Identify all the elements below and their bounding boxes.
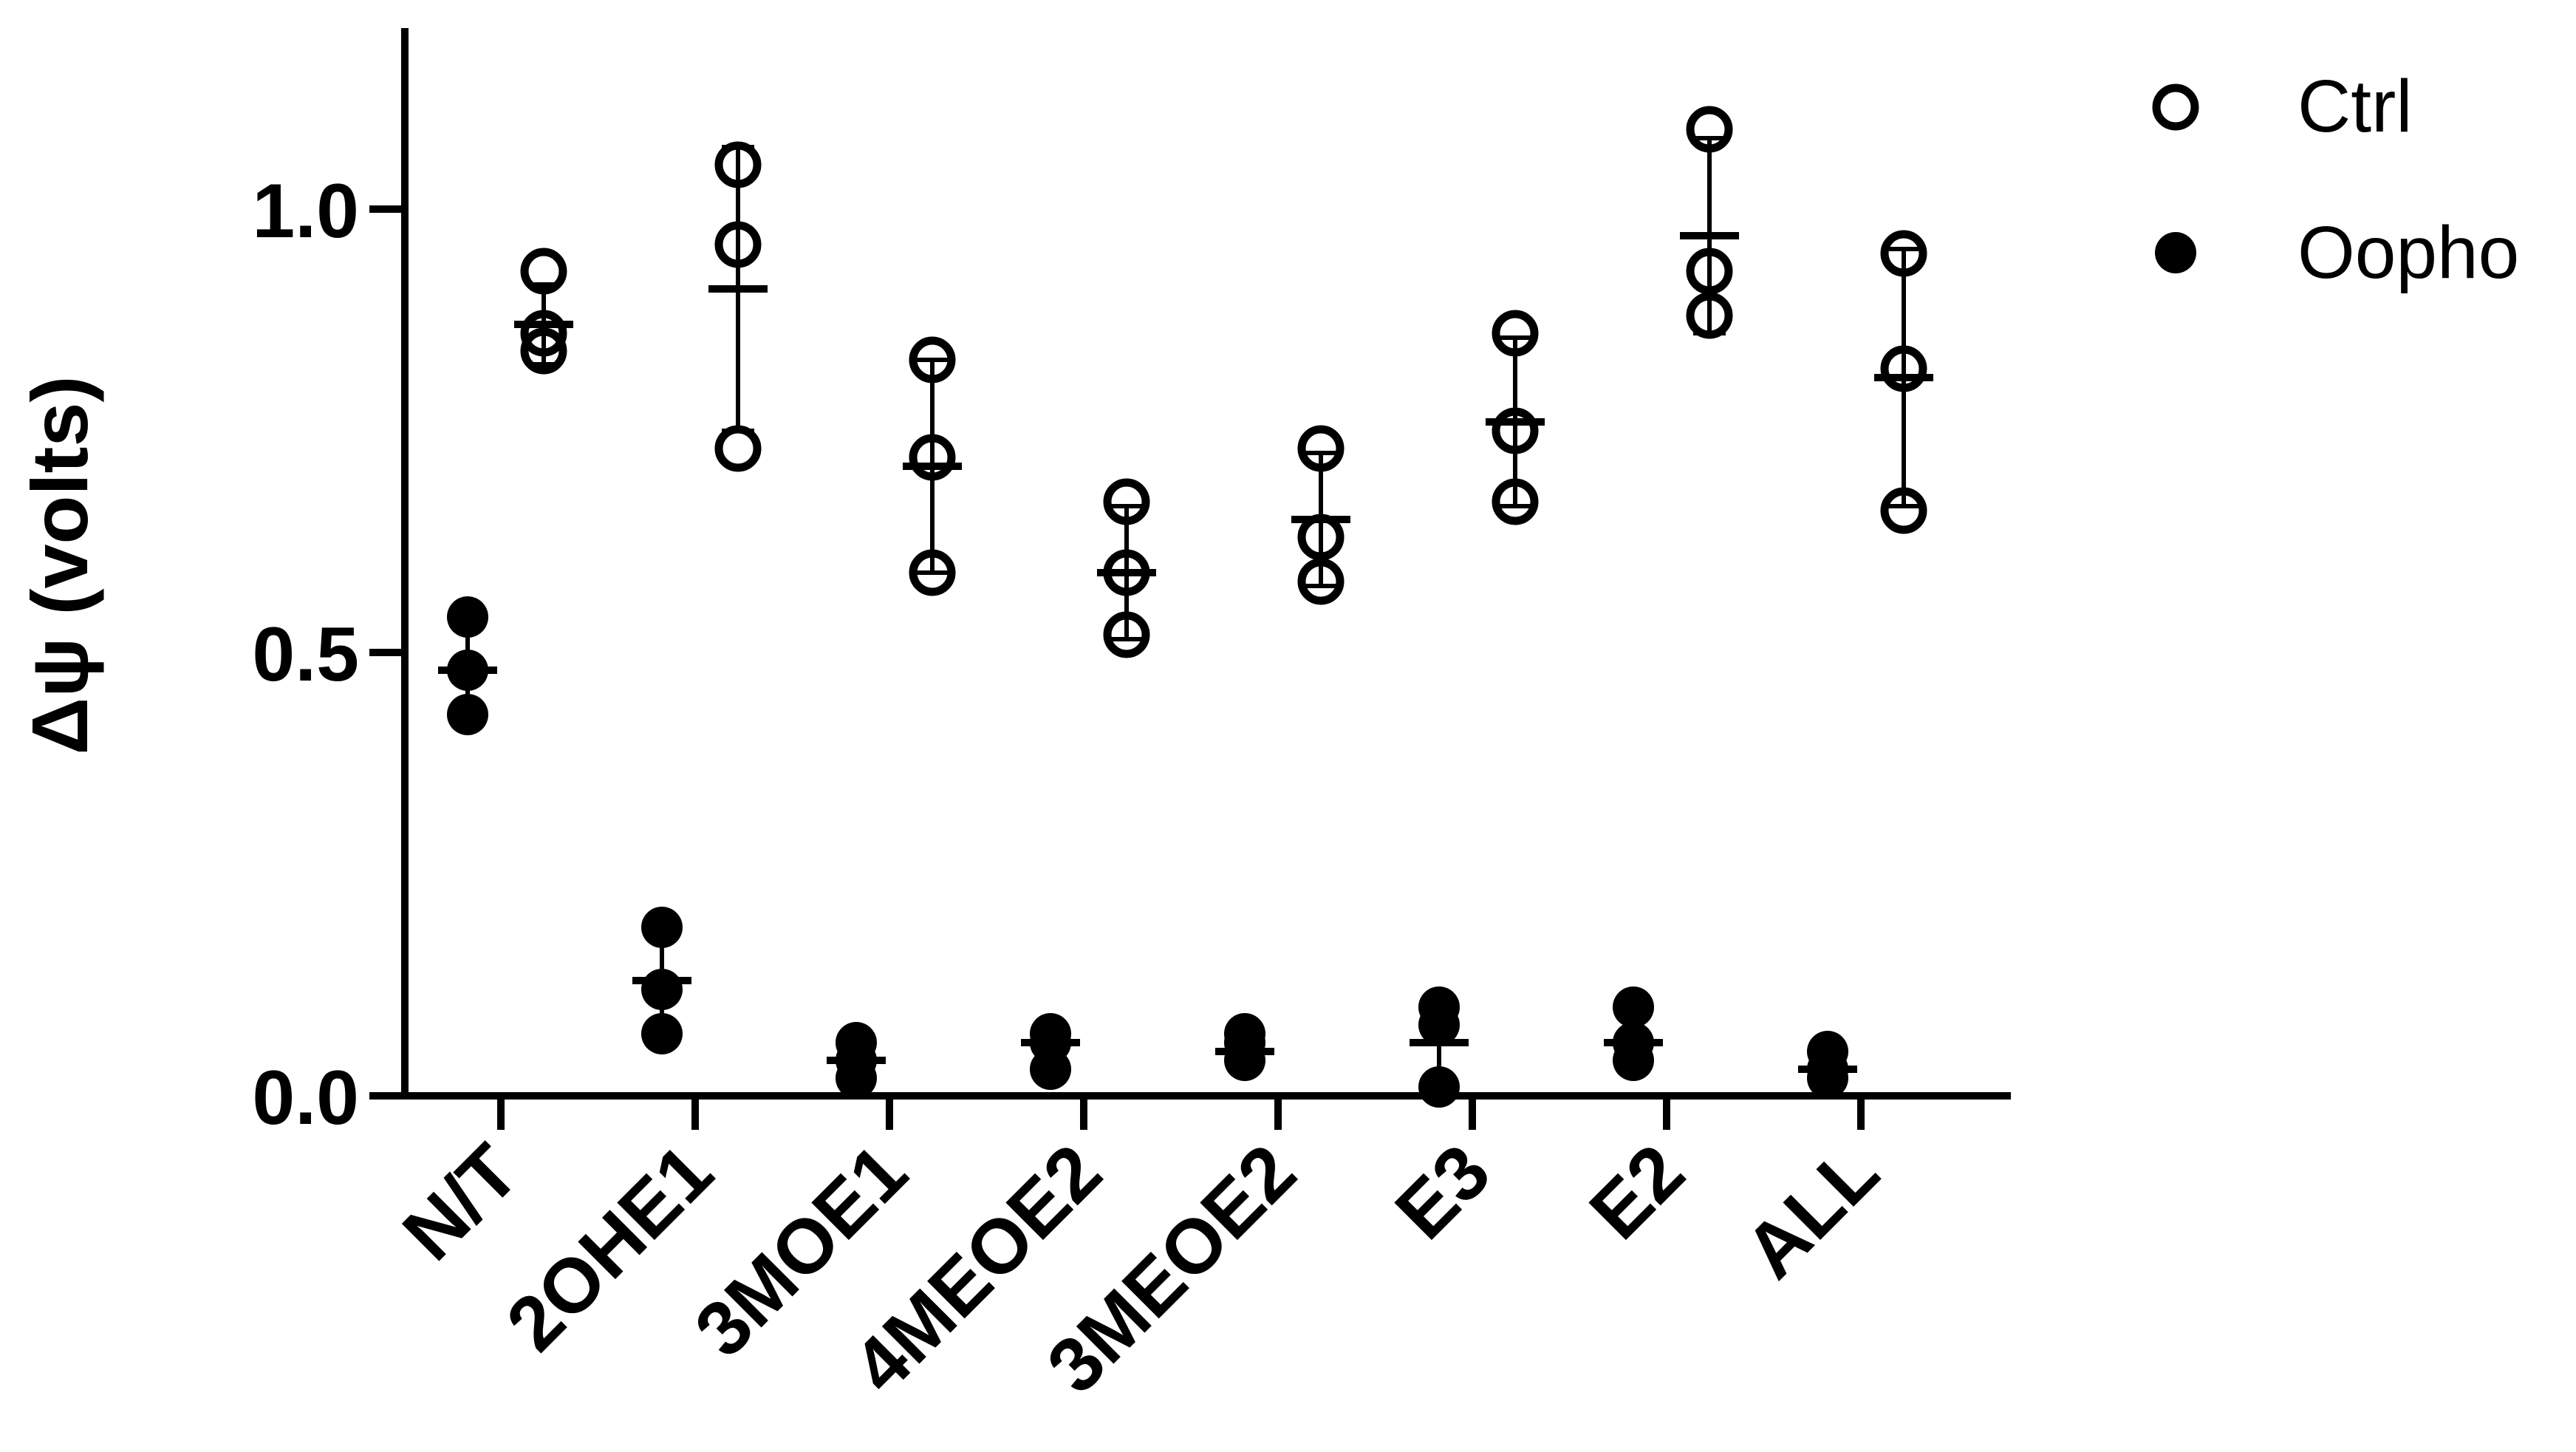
- x-tick-label-2ohe1: 2OHE1: [491, 1128, 729, 1367]
- x-tick-label-e2: E2: [1574, 1128, 1701, 1255]
- point-ctrl-3meoe2-1: [1297, 425, 1345, 472]
- x-tick-label-e3: E3: [1379, 1128, 1506, 1255]
- legend-item-ctrl: Ctrl: [2152, 65, 2413, 148]
- legend-item-oopho: Oopho: [2155, 211, 2519, 294]
- point-oopho-n-t-3: [447, 694, 488, 735]
- point-ctrl-e2-1: [1686, 106, 1733, 153]
- point-ctrl-all-1: [1880, 230, 1927, 277]
- point-oopho-4meoe2-3: [1030, 1049, 1071, 1090]
- point-oopho-e3-3: [1418, 1066, 1460, 1108]
- point-ctrl-n-t-1: [520, 248, 567, 295]
- point-ctrl-n-t-3: [520, 327, 567, 375]
- point-ctrl-3moe1-1: [909, 336, 956, 384]
- point-oopho-n-t-1: [447, 596, 488, 638]
- point-ctrl-2ohe1-1: [714, 141, 762, 188]
- points-layer: [447, 106, 1927, 1108]
- point-oopho-n-t-2: [447, 650, 488, 691]
- y-axis-label: Δψ (volts): [15, 376, 104, 755]
- point-ctrl-all-2: [1880, 345, 1927, 392]
- point-ctrl-all-3: [1880, 487, 1927, 534]
- y-tick-label-0-5: 0.5: [252, 612, 359, 698]
- point-oopho-e3-2: [1418, 1004, 1460, 1046]
- legend-marker-ctrl: [2152, 83, 2199, 131]
- point-oopho-3moe1-3: [836, 1057, 877, 1099]
- point-oopho-2ohe1-2: [641, 969, 683, 1010]
- point-ctrl-3moe1-3: [909, 549, 956, 596]
- point-ctrl-n-t-2: [520, 310, 567, 357]
- y-tick-label-1-0: 1.0: [252, 168, 359, 254]
- point-ctrl-e2-3: [1686, 292, 1733, 339]
- point-ctrl-3meoe2-2: [1297, 514, 1345, 561]
- point-ctrl-e3-2: [1492, 407, 1539, 454]
- point-ctrl-3meoe2-3: [1297, 558, 1345, 605]
- legend-label-oopho: Oopho: [2297, 211, 2519, 294]
- legend-marker-oopho: [2155, 232, 2196, 273]
- point-oopho-all-3: [1807, 1057, 1848, 1099]
- y-tick-label-0-0: 0.0: [252, 1055, 359, 1141]
- point-ctrl-2ohe1-2: [714, 221, 762, 268]
- legend: Ctrl Oopho: [2152, 65, 2519, 294]
- x-tick-label-n-t: N/T: [387, 1128, 535, 1276]
- point-ctrl-e2-2: [1686, 248, 1733, 295]
- point-ctrl-4meoe2-3: [1103, 611, 1150, 658]
- point-ctrl-e3-1: [1492, 310, 1539, 357]
- point-oopho-e2-1: [1613, 986, 1654, 1028]
- legend-label-ctrl: Ctrl: [2297, 65, 2413, 148]
- point-ctrl-4meoe2-2: [1103, 549, 1150, 596]
- x-tick-label-all: ALL: [1729, 1128, 1895, 1295]
- point-oopho-e2-3: [1613, 1040, 1654, 1081]
- point-oopho-3meoe2-3: [1224, 1040, 1265, 1081]
- point-ctrl-4meoe2-1: [1103, 478, 1150, 525]
- point-oopho-2ohe1-3: [641, 1013, 683, 1054]
- point-oopho-2ohe1-1: [641, 907, 683, 948]
- point-ctrl-e3-3: [1492, 478, 1539, 525]
- point-ctrl-2ohe1-3: [714, 425, 762, 472]
- point-ctrl-3moe1-2: [909, 434, 956, 481]
